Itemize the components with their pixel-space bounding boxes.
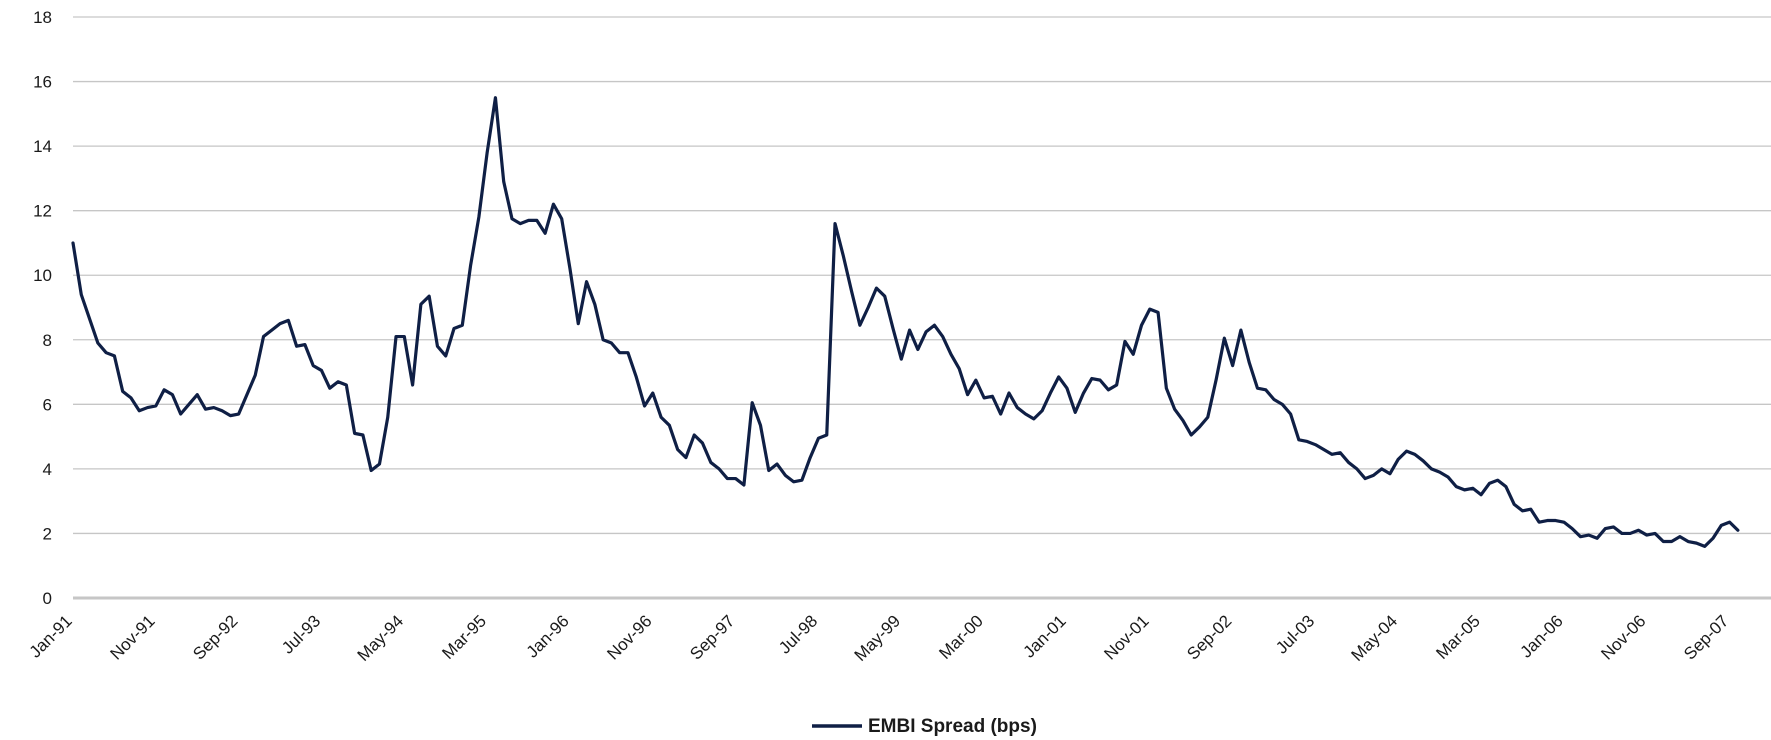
- grid-lines: [73, 16, 1771, 600]
- y-axis-ticks: 0 2 4 6 8 10 12 14 16 18: [33, 8, 52, 608]
- x-tick-label-Sep-07: Sep-07: [1680, 611, 1732, 663]
- x-tick-label-Jan-96: Jan-96: [523, 611, 573, 661]
- y-tick-label-8: 8: [43, 331, 52, 350]
- x-tick-label-May-04: May-04: [1348, 611, 1402, 665]
- y-tick-label-2: 2: [43, 524, 52, 543]
- x-tick-label-Mar-00: Mar-00: [935, 611, 987, 663]
- y-tick-label-6: 6: [43, 395, 52, 414]
- x-tick-label-Jan-06: Jan-06: [1517, 611, 1567, 661]
- x-tick-label-May-99: May-99: [851, 611, 905, 665]
- y-tick-label-14: 14: [33, 137, 52, 156]
- y-tick-label-16: 16: [33, 73, 52, 92]
- y-tick-label-18: 18: [33, 8, 52, 27]
- x-tick-label-Sep-92: Sep-92: [189, 611, 241, 663]
- x-tick-label-Jul-93: Jul-93: [278, 611, 324, 657]
- x-tick-label-Nov-96: Nov-96: [603, 611, 655, 663]
- x-tick-label-Jan-01: Jan-01: [1020, 611, 1070, 661]
- legend: EMBI Spread (bps): [812, 716, 1037, 737]
- y-tick-label-10: 10: [33, 266, 52, 285]
- x-tick-label-Jul-03: Jul-03: [1272, 611, 1318, 657]
- y-tick-label-12: 12: [33, 202, 52, 221]
- legend-label: EMBI Spread (bps): [868, 716, 1037, 737]
- x-tick-label-Nov-91: Nov-91: [106, 611, 158, 663]
- x-tick-label-Mar-05: Mar-05: [1432, 611, 1484, 663]
- x-tick-label-Mar-95: Mar-95: [438, 611, 490, 663]
- x-tick-label-Jul-98: Jul-98: [775, 611, 821, 657]
- y-tick-label-4: 4: [43, 460, 52, 479]
- x-tick-label-Nov-01: Nov-01: [1100, 611, 1152, 663]
- x-axis-ticks: Jan-91 Nov-91 Sep-92 Jul-93 May-94 Mar-95 Jan-…: [26, 611, 1733, 665]
- x-tick-label-Sep-97: Sep-97: [686, 611, 738, 663]
- x-tick-label-May-94: May-94: [354, 611, 408, 665]
- x-tick-label-Sep-02: Sep-02: [1183, 611, 1235, 663]
- x-tick-label-Nov-06: Nov-06: [1597, 611, 1649, 663]
- series-layer: [71, 96, 1740, 548]
- x-tick-label-Jan-91: Jan-91: [26, 611, 76, 661]
- series-line-0: [71, 96, 1740, 548]
- y-tick-label-0: 0: [43, 589, 52, 608]
